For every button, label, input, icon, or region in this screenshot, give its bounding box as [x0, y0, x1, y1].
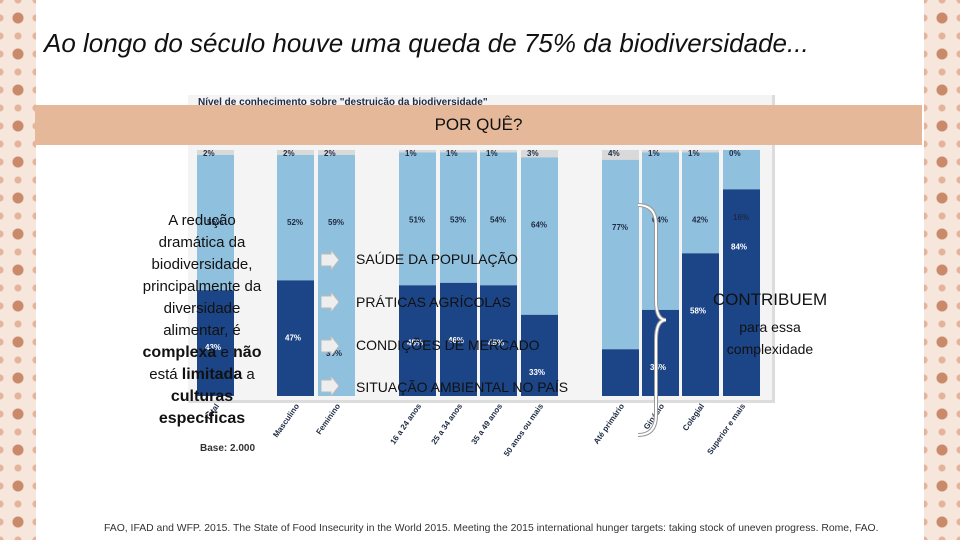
left-note-line: está limitada a — [128, 364, 276, 386]
dark-value-label: 19% — [610, 402, 626, 411]
chart-base-label: Base: 2.000 — [200, 443, 256, 454]
left-note-word: está — [149, 366, 178, 383]
emphasis-culturas: culturas — [170, 388, 234, 405]
emphasis-limitada: limitada — [181, 366, 243, 383]
emphasis-especificas: específicas — [158, 410, 246, 427]
left-note-line: específicas — [128, 408, 276, 430]
left-note-line: principalmente da — [142, 278, 262, 295]
right-brace-icon — [637, 203, 667, 437]
contribuem-label: CONTRIBUEM — [712, 290, 828, 309]
category-tick-label: Feminino — [314, 402, 342, 436]
left-note-line: complexa e não — [128, 342, 276, 364]
left-note: A redução dramática da biodiversidade, p… — [128, 210, 276, 430]
emphasis-nao: não — [233, 344, 262, 361]
category-tick-label: Superior e mais — [705, 402, 747, 457]
left-note-word: e — [220, 344, 229, 361]
reason-ambiental: SITUAÇÃO AMBIENTAL NO PAÍS — [356, 379, 569, 395]
arrow-right-icon — [321, 250, 339, 270]
chart-title: Nível de conhecimento sobre "destruição … — [198, 97, 488, 108]
arrow-right-icon — [321, 292, 339, 312]
arrow-right-icon — [321, 376, 339, 396]
why-banner: POR QUÊ? — [35, 105, 922, 145]
category-tick-label: Colegial — [681, 402, 706, 433]
category-tick-label: 35 a 49 anos — [469, 402, 504, 447]
left-note-line: alimentar, é — [163, 322, 241, 339]
contribuem-sub-line: para essa — [739, 319, 801, 335]
reason-saude: SAÚDE DA POPULAÇÃO — [356, 251, 518, 267]
decorative-border-left — [0, 0, 36, 540]
contribuem-sub: para essa complexidade — [690, 316, 850, 360]
left-note-line: dramática da — [158, 234, 246, 251]
arrow-right-icon — [321, 336, 339, 356]
left-note-line: diversidade — [163, 300, 241, 317]
decorative-border-right — [924, 0, 960, 540]
slide-title: Ao longo do século houve uma queda de 75… — [44, 28, 809, 58]
reason-praticas: PRÁTICAS AGRÍCOLAS — [356, 294, 511, 310]
contribuem-sub-line: complexidade — [726, 341, 814, 357]
category-tick-label: 50 anos ou mais — [502, 402, 545, 459]
left-note-line: culturas — [128, 386, 276, 408]
left-note-line: biodiversidade, — [151, 256, 253, 273]
category-tick-label: 25 a 34 anos — [429, 402, 464, 447]
left-note-word: a — [246, 366, 255, 383]
citation: FAO, IFAD and WFP. 2015. The State of Fo… — [104, 523, 879, 534]
reason-mercado: CONDIÇÕES DE MERCADO — [356, 337, 540, 353]
category-tick-label: Até primário — [592, 402, 626, 446]
emphasis-complexa: complexa — [142, 344, 217, 361]
left-note-line: A redução — [168, 212, 236, 229]
category-tick-label: 16 a 24 anos — [388, 402, 423, 447]
